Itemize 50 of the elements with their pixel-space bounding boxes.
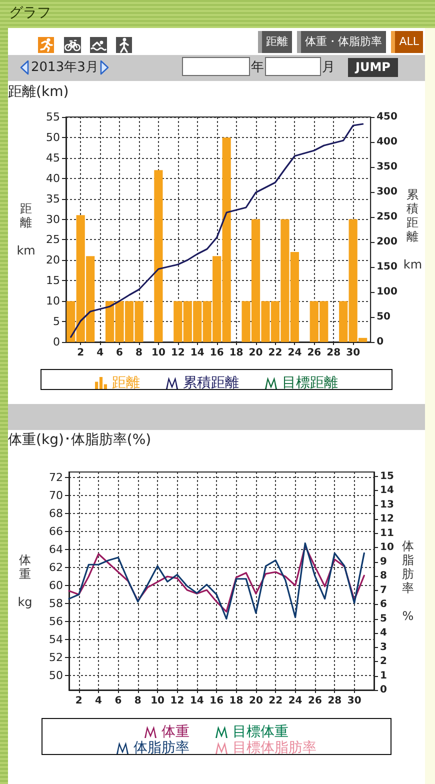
x-tick-label: 14: [190, 696, 204, 706]
chart-title: 体重(kg)･体脂肪率(%): [8, 432, 152, 448]
x-tick-label: 10: [150, 696, 165, 706]
x-tick-label: 8: [134, 696, 142, 706]
y2-tick-label: 1: [380, 670, 387, 682]
y2-tick-label: 15: [380, 470, 394, 482]
y2-tick-label: 3: [380, 642, 387, 653]
x-tick-label: 4: [95, 696, 102, 706]
y2-tick-label: 5: [380, 613, 387, 624]
x-tick-label: 12: [170, 696, 184, 706]
x-tick-label: 20: [248, 696, 263, 706]
y2-tick-label: 11: [380, 528, 394, 539]
x-tick-label: 16: [210, 696, 224, 706]
y-tick-label: 56: [49, 615, 63, 628]
y-tick-label: 62: [49, 560, 63, 574]
x-tick-label: 24: [288, 696, 302, 706]
x-tick-label: 6: [114, 696, 122, 706]
y2-tick-label: 0: [380, 684, 387, 696]
x-tick-label: 28: [328, 696, 342, 706]
x-tick-label: 18: [229, 696, 244, 706]
y-tick-label: 66: [49, 524, 63, 538]
legend-label: 体脂肪率: [134, 740, 190, 756]
y-tick-label: 60: [49, 579, 63, 592]
legend-label: 体重: [162, 724, 190, 740]
x-tick-label: 22: [268, 696, 283, 706]
y2-tick-label: 9: [380, 556, 387, 568]
y-axis-title: 体重 kg: [18, 553, 32, 609]
y2-axis-title: 体脂肪率 %: [402, 539, 414, 623]
y-tick-label: 50: [49, 669, 63, 682]
y-tick-label: 70: [49, 488, 63, 502]
y-tick-label: 68: [49, 506, 63, 520]
y-tick-label: 52: [49, 651, 63, 664]
x-tick-label: 26: [308, 696, 322, 706]
y2-tick-label: 12: [380, 514, 394, 525]
y2-tick-label: 10: [380, 542, 394, 554]
y2-tick-label: 14: [380, 485, 394, 496]
y-tick-label: 72: [49, 470, 63, 484]
y2-tick-label: 2: [380, 656, 387, 668]
x-tick-label: 30: [347, 696, 362, 706]
y2-tick-label: 6: [380, 599, 387, 610]
legend-label: 目標体脂肪率: [232, 740, 316, 756]
legend-label: 目標体重: [232, 724, 288, 740]
y-tick-label: 64: [49, 542, 63, 556]
y2-tick-label: 7: [380, 584, 387, 596]
x-tick-label: 2: [75, 696, 82, 706]
y-tick-label: 54: [49, 633, 63, 646]
y2-tick-label: 8: [380, 570, 387, 582]
y2-tick-label: 4: [380, 628, 387, 639]
y2-tick-label: 13: [380, 499, 394, 510]
y-tick-label: 58: [49, 597, 63, 610]
